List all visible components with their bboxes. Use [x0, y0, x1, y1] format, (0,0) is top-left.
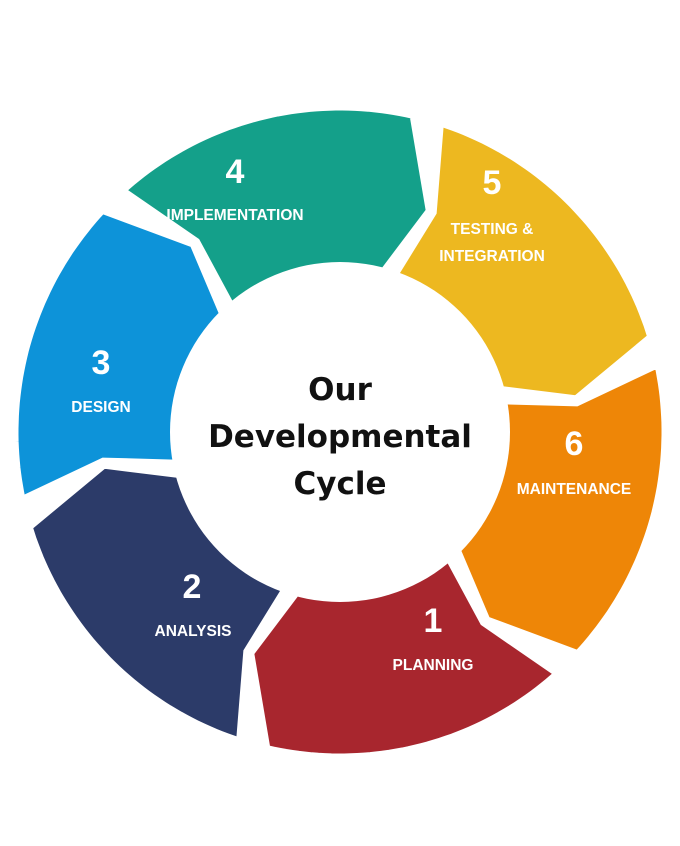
segment-label-3: DESIGN	[71, 399, 130, 416]
segment-label-5-line-2: INTEGRATION	[439, 248, 545, 265]
segment-label-2: ANALYSIS	[155, 623, 232, 640]
segment-number-3: 3	[92, 344, 111, 382]
segment-number-1: 1	[424, 602, 443, 640]
center-title-line-2: Developmental	[208, 419, 472, 455]
segment-number-6: 6	[565, 425, 584, 463]
segment-label-1: PLANNING	[393, 657, 474, 674]
center-title-line-1: Our	[308, 372, 372, 408]
segment-label-4: IMPLEMENTATION	[166, 207, 303, 224]
segment-number-4: 4	[226, 153, 245, 191]
segment-number-5: 5	[483, 164, 502, 202]
segment-label-6: MAINTENANCE	[517, 481, 632, 498]
center-circle	[170, 262, 510, 602]
segment-number-2: 2	[183, 568, 202, 606]
segment-label-5-line-1: TESTING &	[451, 221, 534, 238]
center-title-line-3: Cycle	[294, 466, 387, 502]
